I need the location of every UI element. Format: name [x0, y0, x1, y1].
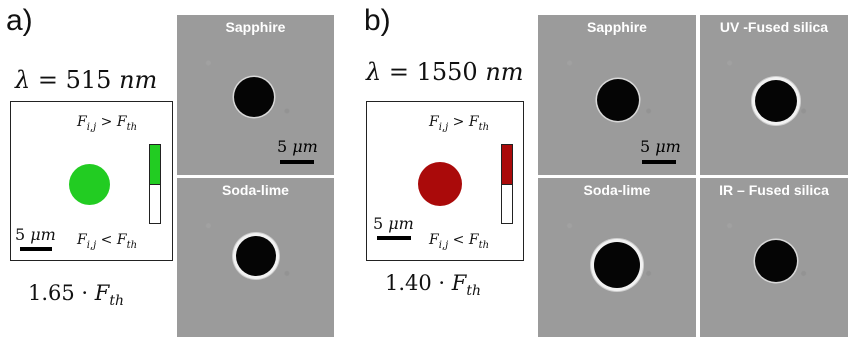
ablation-hole	[755, 80, 797, 122]
panel-a-wavelength: λ = 515 nm	[15, 66, 157, 94]
sim-scale-bar	[20, 247, 52, 251]
sim-scale-label: 5 μm	[15, 225, 56, 244]
wavelength-value: 515	[65, 66, 112, 94]
ineq-below-threshold: Fi,j < Fth	[77, 232, 138, 251]
ineq-above-threshold: Fi,j > Fth	[429, 114, 490, 133]
panel-a-label: a)	[6, 4, 33, 37]
ablation-hole	[755, 240, 797, 282]
threshold-bar	[149, 144, 161, 224]
ineq-below-threshold: Fi,j < Fth	[429, 232, 490, 251]
wavelength-unit: nm	[485, 58, 524, 86]
threshold-bar-fill	[502, 145, 512, 184]
wavelength-unit: nm	[119, 66, 158, 94]
sim-scale-bar	[377, 236, 411, 240]
sem-scale-bar	[642, 160, 676, 164]
threshold-bar	[501, 144, 513, 224]
wavelength-symbol: λ	[15, 66, 31, 94]
sem-title: IR – Fused silica	[719, 182, 829, 198]
sem-image-uv-fused-silica: UV -Fused silica	[700, 15, 848, 175]
panel-a-simulation-box: Fi,j > Fth 5 μm Fi,j < Fth	[10, 101, 173, 261]
sem-title: Soda-lime	[583, 182, 651, 198]
wavelength-value: 1550	[416, 58, 478, 86]
sem-scale-label: 5 μm	[640, 137, 681, 156]
sem-image-soda-lime-a: Soda-lime	[177, 178, 334, 337]
panel-b-wavelength: λ = 1550 nm	[366, 58, 524, 86]
ablation-hole	[594, 242, 640, 288]
sem-image-sapphire-a: Sapphire 5 μm	[177, 15, 334, 175]
wavelength-equals: =	[388, 58, 409, 86]
ablation-hole	[597, 79, 639, 121]
sem-title: Sapphire	[225, 19, 286, 35]
ineq-above-threshold: Fi,j > Fth	[77, 114, 138, 133]
simulated-spot	[418, 162, 462, 206]
sem-image-sapphire-b: Sapphire 5 μm	[538, 15, 696, 175]
panel-b-label: b)	[364, 4, 391, 37]
ablation-hole	[234, 77, 274, 117]
sem-image-ir-fused-silica: IR – Fused silica	[700, 178, 848, 337]
threshold-bar-divider	[150, 184, 160, 185]
sem-title: Sapphire	[587, 19, 647, 35]
panel-b-fluence: 1.40 · Fth	[385, 271, 482, 300]
panel-a-fluence: 1.65 · Fth	[28, 281, 125, 310]
wavelength-equals: =	[37, 66, 58, 94]
sem-scale-label: 5 μm	[277, 137, 318, 156]
threshold-bar-fill	[150, 145, 160, 184]
sem-title: Soda-lime	[222, 182, 289, 198]
wavelength-symbol: λ	[366, 58, 382, 86]
threshold-bar-divider	[502, 184, 512, 185]
sem-image-soda-lime-b: Soda-lime	[538, 178, 696, 337]
sem-title: UV -Fused silica	[719, 19, 829, 35]
sim-scale-label: 5 μm	[373, 214, 414, 233]
ablation-hole	[236, 236, 276, 276]
panel-b-simulation-box: Fi,j > Fth 5 μm Fi,j < Fth	[366, 101, 524, 261]
sem-scale-bar	[280, 160, 314, 164]
simulated-spot	[69, 164, 110, 205]
